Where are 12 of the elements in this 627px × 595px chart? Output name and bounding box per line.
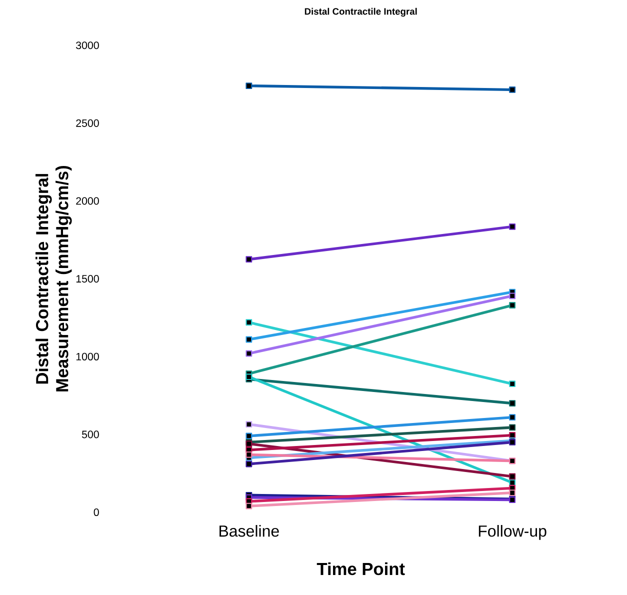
chart-title: Distal Contractile Integral	[304, 8, 417, 17]
y-tick-label: 3000	[76, 42, 99, 50]
x-tick-label: Follow-up	[478, 525, 546, 540]
y-axis-title: Distal Contractile Integral Measurement (mmHg/cm/s)	[36, 166, 72, 392]
y-tick-label: 0	[94, 508, 99, 516]
y-tick-label: 2500	[76, 119, 99, 127]
y-tick-label: 1000	[76, 352, 99, 360]
y-tick-label: 2000	[76, 197, 99, 205]
x-tick-label: Baseline	[220, 525, 279, 537]
y-tick-label: 500	[82, 430, 99, 438]
y-tick-label: 1500	[76, 275, 99, 283]
x-axis-title: Time Point	[316, 562, 405, 576]
